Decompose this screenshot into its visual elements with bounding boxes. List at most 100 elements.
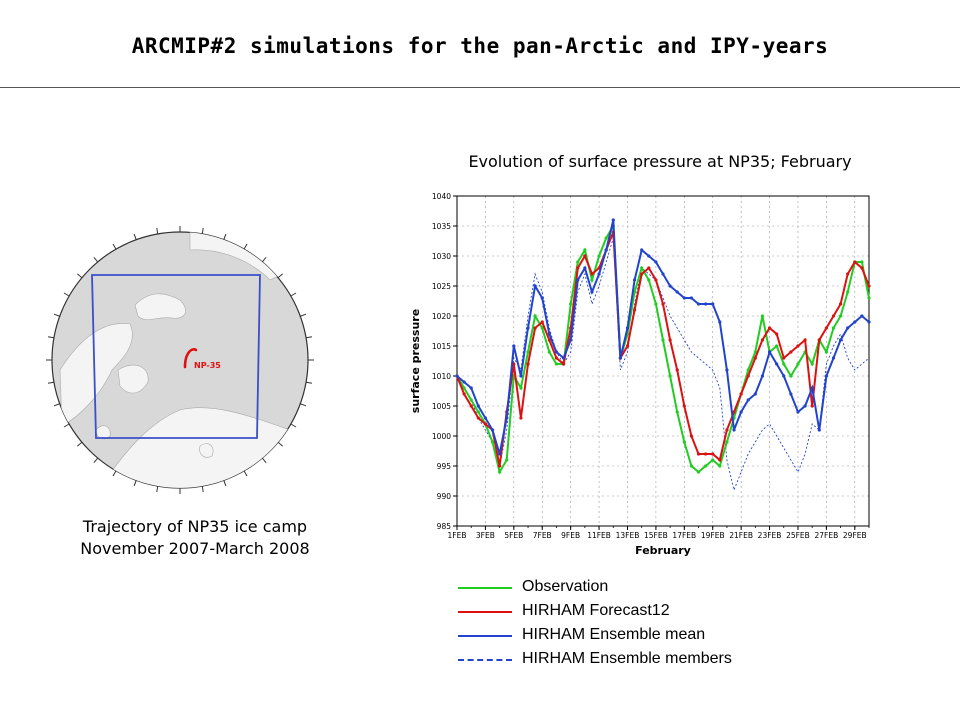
data-point xyxy=(760,314,765,318)
data-point xyxy=(767,350,772,354)
map-tick xyxy=(261,257,267,263)
data-point xyxy=(789,350,793,354)
data-point xyxy=(682,440,686,444)
chart-title: Evolution of surface pressure at NP35; F… xyxy=(468,152,852,171)
map-tick xyxy=(112,470,117,477)
data-point xyxy=(711,302,715,306)
y-tick-label: 1035 xyxy=(432,222,451,231)
slide-title: ARCMIP#2 simulations for the pan-Arctic … xyxy=(131,34,829,58)
data-point xyxy=(632,308,637,312)
data-point xyxy=(810,404,814,408)
data-point xyxy=(846,290,850,294)
data-point xyxy=(732,410,736,414)
data-point xyxy=(668,374,672,378)
data-point xyxy=(483,422,488,426)
y-tick-label: 1040 xyxy=(432,192,451,201)
data-point xyxy=(860,266,864,270)
legend-swatch-forecast xyxy=(458,611,512,613)
data-point xyxy=(661,272,665,276)
map-tick xyxy=(201,227,204,235)
data-point xyxy=(654,278,658,282)
map-tick xyxy=(47,336,55,339)
y-tick-label: 985 xyxy=(437,522,452,531)
series-line xyxy=(456,222,870,475)
polar-map: NP-35 xyxy=(46,226,314,494)
data-point xyxy=(476,404,480,408)
map-tick xyxy=(63,292,70,297)
data-point xyxy=(526,350,530,354)
data-point xyxy=(753,350,757,354)
data-point xyxy=(796,362,800,366)
data-point xyxy=(505,416,509,420)
data-point xyxy=(824,374,828,378)
data-point xyxy=(782,374,786,378)
data-point xyxy=(469,386,473,390)
data-point xyxy=(526,362,530,366)
data-point xyxy=(583,266,587,270)
map-tick xyxy=(223,480,227,487)
data-point xyxy=(831,314,836,318)
data-point xyxy=(490,428,495,432)
data-point xyxy=(647,266,651,270)
data-point xyxy=(569,338,573,342)
x-tick-label: 29FEB xyxy=(843,531,867,540)
x-tick-label: 9FEB xyxy=(561,531,580,540)
legend-label: HIRHAM Forecast12 xyxy=(522,602,670,619)
data-point xyxy=(867,296,871,300)
chart-ticks: 985 990 995 1000 1005 1010 1015 1020 1025 1030 103… xyxy=(432,192,870,540)
data-point xyxy=(576,266,580,270)
data-point xyxy=(540,326,544,330)
x-tick-label: 3FEB xyxy=(476,531,495,540)
x-tick-label: 7FEB xyxy=(533,531,552,540)
map-tick xyxy=(93,257,99,263)
data-point xyxy=(462,386,466,390)
data-point xyxy=(547,338,551,342)
map-tick xyxy=(305,336,313,339)
data-point xyxy=(640,272,644,276)
x-tick-label: 27FEB xyxy=(815,531,839,540)
data-point xyxy=(838,302,843,306)
data-point xyxy=(711,452,715,456)
data-point xyxy=(853,320,857,324)
data-point xyxy=(782,356,786,360)
data-point xyxy=(597,272,601,276)
x-axis-label: February xyxy=(635,544,691,557)
data-point xyxy=(817,428,821,432)
map-tick xyxy=(300,313,307,317)
data-point xyxy=(469,398,473,402)
map-tick xyxy=(290,292,297,297)
data-point xyxy=(590,272,594,276)
data-point xyxy=(838,314,843,318)
data-point xyxy=(831,356,836,360)
data-point xyxy=(618,356,622,360)
data-point xyxy=(590,278,594,282)
data-point xyxy=(476,416,480,420)
title-divider xyxy=(0,87,960,88)
map-tick xyxy=(47,381,55,384)
data-point xyxy=(576,278,580,282)
data-point xyxy=(775,344,779,348)
data-point xyxy=(775,332,779,336)
data-point xyxy=(647,278,651,282)
legend-label: Observation xyxy=(522,578,609,595)
data-point xyxy=(647,254,651,258)
data-point xyxy=(661,338,665,342)
legend-swatch-ensemble-mean xyxy=(458,635,512,637)
data-point xyxy=(576,260,580,264)
data-point xyxy=(462,380,466,384)
data-point xyxy=(625,326,630,330)
map-tick xyxy=(133,480,137,487)
y-tick-label: 1025 xyxy=(432,282,451,291)
map-tick xyxy=(53,313,60,317)
y-tick-label: 1030 xyxy=(432,252,451,261)
y-tick-label: 1010 xyxy=(432,372,451,381)
data-point xyxy=(661,302,665,306)
map-caption-line1: Trajectory of NP35 ice camp xyxy=(82,517,308,536)
chart-grid xyxy=(456,195,869,527)
y-tick-label: 990 xyxy=(437,492,452,501)
data-point xyxy=(739,410,743,414)
map-tick xyxy=(156,485,159,493)
data-point xyxy=(604,236,608,240)
data-point xyxy=(824,350,828,354)
data-point xyxy=(718,320,722,324)
